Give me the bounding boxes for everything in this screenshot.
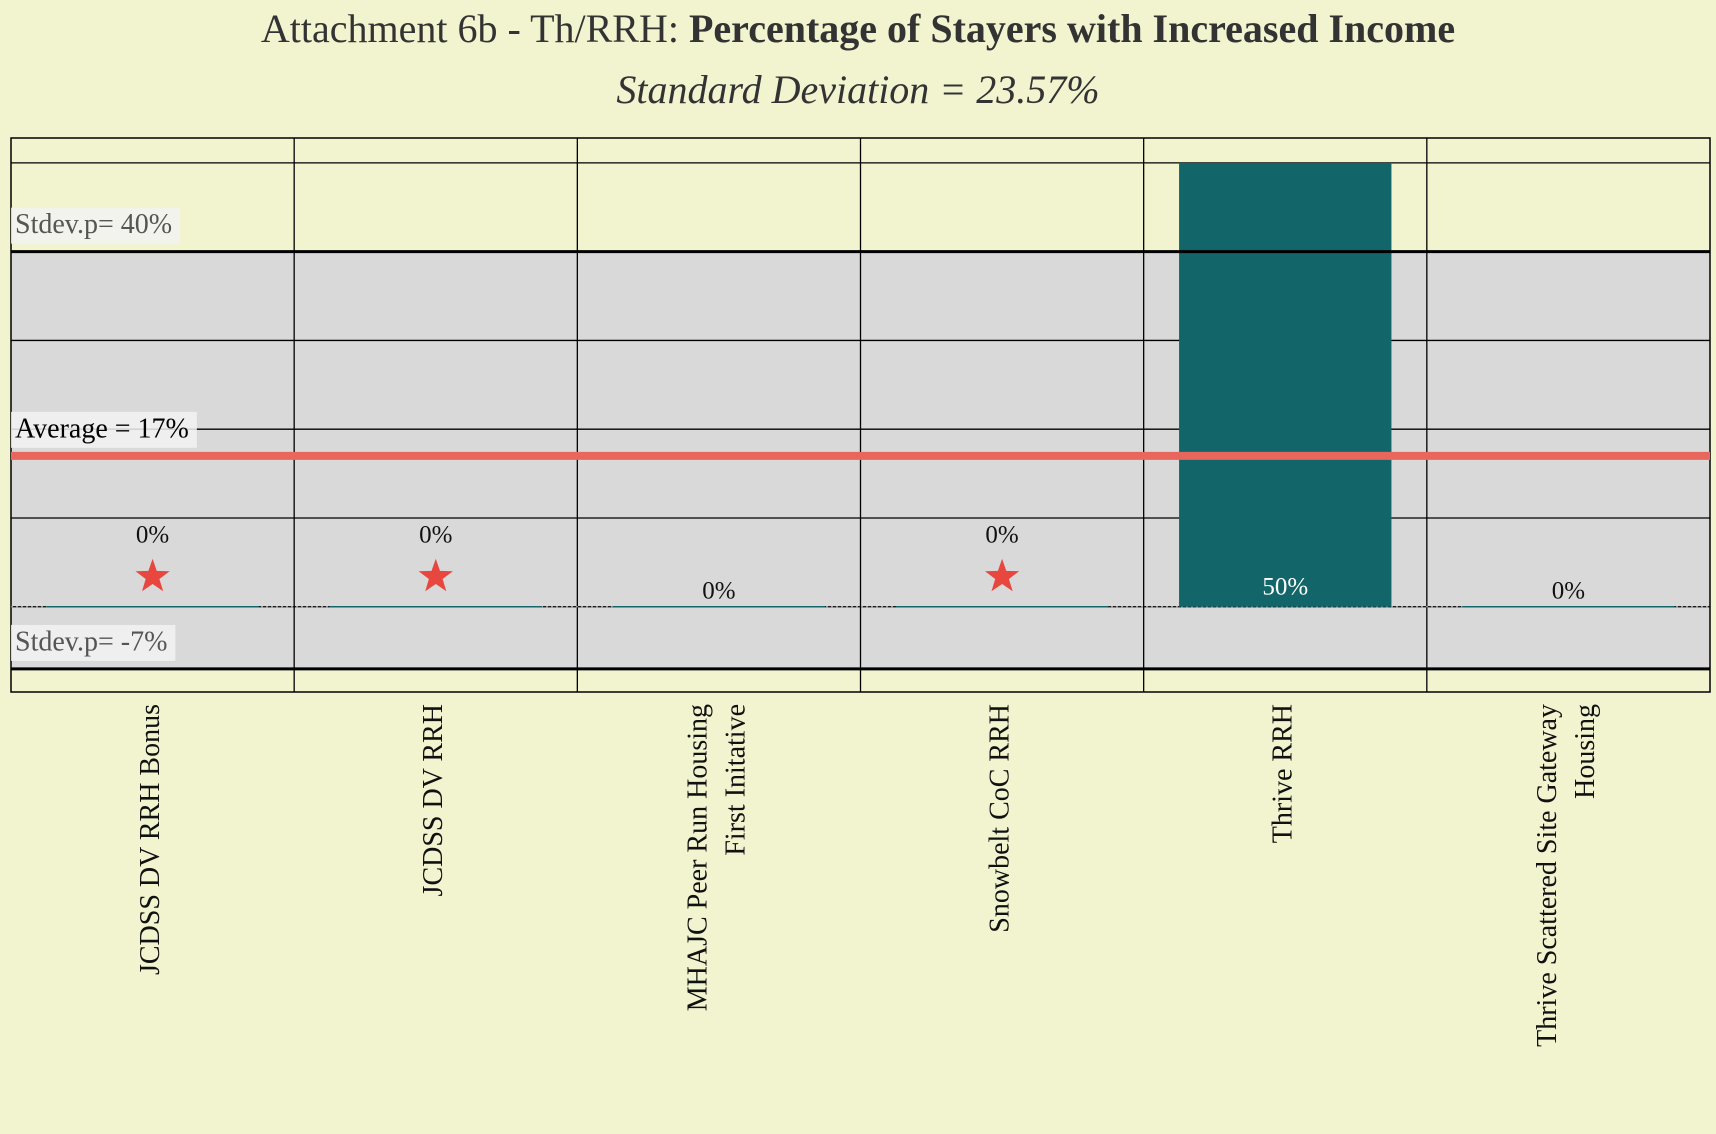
annotation-bg — [11, 207, 181, 244]
annotation-bg — [11, 624, 176, 661]
value-label: 0% — [419, 522, 452, 549]
annotation-bg — [11, 411, 197, 448]
bar — [1179, 162, 1392, 607]
x-tick-label-line: Housing — [1570, 704, 1601, 799]
chart-subtitle: Standard Deviation = 23.57% — [616, 67, 1099, 112]
star-marker — [135, 558, 170, 592]
annotation-label: Stdev.p= -7% — [15, 626, 167, 657]
value-label: 0% — [985, 522, 1018, 549]
value-label: 0% — [136, 522, 169, 549]
annotation-label: Average = 17% — [15, 413, 189, 444]
x-tick-label-line: Snowbelt CoC RRH — [985, 704, 1016, 933]
x-tick-label: Thrive Scattered Site Gateway Housing — [1532, 704, 1601, 1047]
value-label: 0% — [1552, 578, 1585, 605]
x-tick-label: MHAJC Peer Run Housing First Initative — [682, 704, 751, 1011]
star-marker — [985, 558, 1020, 592]
value-label: 0% — [702, 578, 735, 605]
x-tick-label-line: Thrive RRH — [1268, 704, 1299, 843]
x-tick-label-line: First Initative — [720, 704, 751, 856]
x-tick-label: Thrive RRH — [1268, 704, 1299, 843]
x-tick-label-line: Thrive Scattered Site Gateway — [1532, 704, 1563, 1047]
title-plain: Attachment 6b - Th/RRH: — [261, 6, 689, 51]
chart-title: Attachment 6b - Th/RRH: Percentage of St… — [261, 6, 1455, 51]
x-tick-label-line: JCDSS DV RRH Bonus — [135, 704, 166, 975]
star-marker — [418, 558, 453, 592]
x-tick-label: Snowbelt CoC RRH — [985, 704, 1016, 933]
x-tick-label: JCDSS DV RRH Bonus — [135, 704, 166, 975]
annotation-label: Stdev.p= 40% — [15, 209, 172, 240]
x-tick-label-line: MHAJC Peer Run Housing — [682, 704, 713, 1011]
value-label: 50% — [1262, 574, 1308, 601]
x-tick-label: JCDSS DV RRH — [418, 704, 449, 896]
title-bold: Percentage of Stayers with Increased Inc… — [689, 6, 1455, 51]
x-tick-label-line: JCDSS DV RRH — [418, 704, 449, 896]
